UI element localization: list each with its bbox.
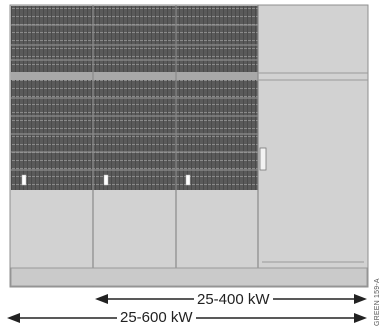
led-indicator-icons [21, 174, 191, 186]
right-cabinet-panels [258, 72, 368, 263]
figure-side-code: GREEN 159-A [374, 278, 381, 326]
rack-module-dividers [11, 24, 258, 171]
dimension-label-600: 25-600 kW [117, 310, 196, 326]
door-handle-icon [259, 147, 267, 171]
rack-separator-band [11, 72, 258, 80]
cabinet-base [10, 267, 368, 287]
upper-rack-block [11, 6, 258, 72]
dimension-label-400: 25-400 kW [194, 292, 273, 308]
lower-rack-block [11, 80, 258, 190]
cabinet-dividers [92, 5, 259, 287]
